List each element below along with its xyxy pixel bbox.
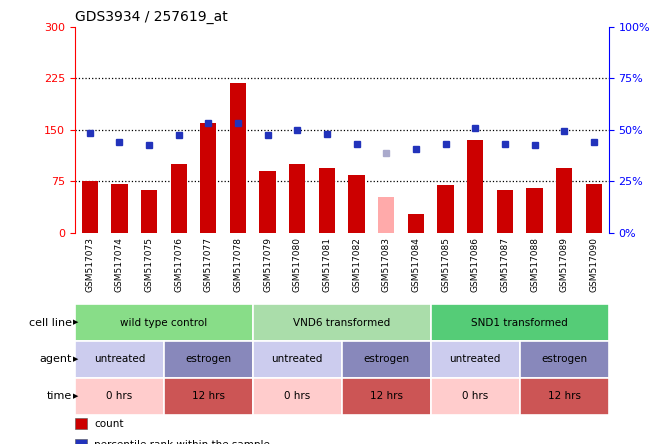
Text: GSM517076: GSM517076 xyxy=(174,237,183,292)
Text: 12 hrs: 12 hrs xyxy=(192,391,225,401)
Text: cell line: cell line xyxy=(29,317,72,328)
Text: 0 hrs: 0 hrs xyxy=(106,391,132,401)
Bar xyxy=(81,182,98,233)
Text: estrogen: estrogen xyxy=(363,354,409,365)
Bar xyxy=(519,341,609,378)
Text: ▶: ▶ xyxy=(73,357,78,362)
Text: count: count xyxy=(94,419,124,428)
Text: GSM517080: GSM517080 xyxy=(293,237,302,292)
Bar xyxy=(431,378,519,415)
Bar xyxy=(111,183,128,233)
Bar xyxy=(408,214,424,233)
Text: estrogen: estrogen xyxy=(186,354,231,365)
Bar xyxy=(467,140,484,233)
Bar xyxy=(342,341,431,378)
Bar xyxy=(253,304,431,341)
Text: 12 hrs: 12 hrs xyxy=(370,391,403,401)
Text: untreated: untreated xyxy=(450,354,501,365)
Text: GSM517089: GSM517089 xyxy=(560,237,569,292)
Text: GSM517090: GSM517090 xyxy=(589,237,598,292)
Bar xyxy=(319,168,335,233)
Text: SND1 transformed: SND1 transformed xyxy=(471,317,568,328)
Text: GSM517081: GSM517081 xyxy=(322,237,331,292)
Bar xyxy=(164,378,253,415)
Text: GSM517074: GSM517074 xyxy=(115,237,124,292)
Text: 0 hrs: 0 hrs xyxy=(462,391,488,401)
Bar xyxy=(75,341,164,378)
Text: 12 hrs: 12 hrs xyxy=(547,391,581,401)
Bar xyxy=(141,190,157,233)
Bar xyxy=(200,123,217,233)
Text: VND6 transformed: VND6 transformed xyxy=(293,317,391,328)
Text: GDS3934 / 257619_at: GDS3934 / 257619_at xyxy=(75,10,228,24)
Bar xyxy=(342,378,431,415)
Text: GSM517083: GSM517083 xyxy=(381,237,391,292)
Text: time: time xyxy=(46,391,72,401)
Text: ▶: ▶ xyxy=(73,393,78,399)
Text: ▶: ▶ xyxy=(73,320,78,325)
Text: percentile rank within the sample: percentile rank within the sample xyxy=(94,440,270,444)
Text: GSM517078: GSM517078 xyxy=(234,237,242,292)
Bar xyxy=(289,164,305,233)
Text: GSM517084: GSM517084 xyxy=(411,237,421,292)
Bar xyxy=(437,185,454,233)
Bar xyxy=(253,341,342,378)
Text: 0 hrs: 0 hrs xyxy=(284,391,311,401)
Text: GSM517087: GSM517087 xyxy=(501,237,509,292)
Bar xyxy=(171,164,187,233)
Text: untreated: untreated xyxy=(94,354,145,365)
Bar xyxy=(164,341,253,378)
Text: wild type control: wild type control xyxy=(120,317,208,328)
Bar xyxy=(497,190,513,233)
Bar xyxy=(75,304,253,341)
Text: agent: agent xyxy=(39,354,72,365)
Text: GSM517086: GSM517086 xyxy=(471,237,480,292)
Text: GSM517088: GSM517088 xyxy=(530,237,539,292)
Text: GSM517079: GSM517079 xyxy=(263,237,272,292)
Bar xyxy=(378,197,395,233)
Bar xyxy=(431,304,609,341)
Bar xyxy=(556,168,572,233)
Text: GSM517077: GSM517077 xyxy=(204,237,213,292)
Bar xyxy=(431,341,519,378)
Text: untreated: untreated xyxy=(271,354,323,365)
Bar xyxy=(348,174,365,233)
Text: GSM517073: GSM517073 xyxy=(85,237,94,292)
Text: GSM517075: GSM517075 xyxy=(145,237,154,292)
Text: estrogen: estrogen xyxy=(541,354,587,365)
Text: GSM517085: GSM517085 xyxy=(441,237,450,292)
Bar xyxy=(519,378,609,415)
Bar xyxy=(586,183,602,233)
Bar xyxy=(260,171,276,233)
Bar xyxy=(527,188,543,233)
Bar xyxy=(230,83,246,233)
Text: GSM517082: GSM517082 xyxy=(352,237,361,292)
Bar xyxy=(75,378,164,415)
Bar xyxy=(253,378,342,415)
